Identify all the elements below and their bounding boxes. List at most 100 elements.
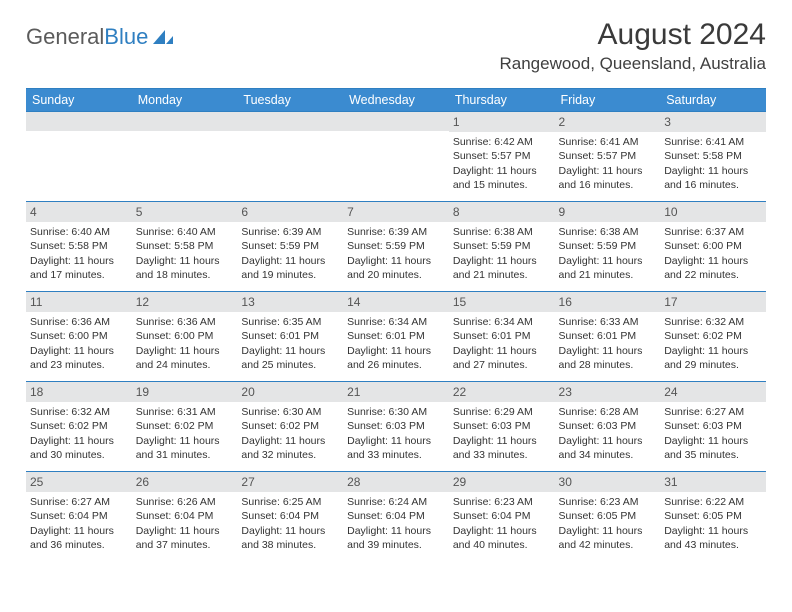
calendar-cell	[26, 112, 132, 202]
calendar-cell: 13Sunrise: 6:35 AMSunset: 6:01 PMDayligh…	[237, 292, 343, 382]
sunrise-text: Sunrise: 6:40 AM	[136, 225, 234, 239]
day-number: 2	[555, 112, 661, 132]
sunrise-text: Sunrise: 6:36 AM	[136, 315, 234, 329]
daylight-text: Daylight: 11 hours and 15 minutes.	[453, 164, 551, 192]
sunrise-text: Sunrise: 6:26 AM	[136, 495, 234, 509]
daylight-text: Daylight: 11 hours and 26 minutes.	[347, 344, 445, 372]
daylight-text: Daylight: 11 hours and 25 minutes.	[241, 344, 339, 372]
day-number: 28	[343, 472, 449, 492]
logo: GeneralBlue	[26, 18, 175, 50]
calendar-cell: 25Sunrise: 6:27 AMSunset: 6:04 PMDayligh…	[26, 472, 132, 562]
header: GeneralBlue August 2024 Rangewood, Queen…	[26, 18, 766, 74]
daylight-text: Daylight: 11 hours and 19 minutes.	[241, 254, 339, 282]
sunrise-text: Sunrise: 6:22 AM	[664, 495, 762, 509]
sunrise-text: Sunrise: 6:24 AM	[347, 495, 445, 509]
calendar-table: SundayMondayTuesdayWednesdayThursdayFrid…	[26, 88, 766, 562]
sunset-text: Sunset: 6:04 PM	[347, 509, 445, 523]
calendar-week: 4Sunrise: 6:40 AMSunset: 5:58 PMDaylight…	[26, 202, 766, 292]
sunset-text: Sunset: 5:58 PM	[30, 239, 128, 253]
location: Rangewood, Queensland, Australia	[499, 54, 766, 74]
day-number: 11	[26, 292, 132, 312]
calendar-cell	[132, 112, 238, 202]
day-header: Wednesday	[343, 89, 449, 112]
sunrise-text: Sunrise: 6:27 AM	[664, 405, 762, 419]
sunrise-text: Sunrise: 6:31 AM	[136, 405, 234, 419]
day-number: 14	[343, 292, 449, 312]
day-number: 5	[132, 202, 238, 222]
sunrise-text: Sunrise: 6:35 AM	[241, 315, 339, 329]
sunrise-text: Sunrise: 6:37 AM	[664, 225, 762, 239]
sunset-text: Sunset: 6:02 PM	[136, 419, 234, 433]
sunrise-text: Sunrise: 6:34 AM	[347, 315, 445, 329]
sunset-text: Sunset: 6:05 PM	[559, 509, 657, 523]
day-number: 18	[26, 382, 132, 402]
day-number: 26	[132, 472, 238, 492]
day-number: 12	[132, 292, 238, 312]
calendar-cell: 1Sunrise: 6:42 AMSunset: 5:57 PMDaylight…	[449, 112, 555, 202]
daylight-text: Daylight: 11 hours and 22 minutes.	[664, 254, 762, 282]
sunset-text: Sunset: 6:02 PM	[241, 419, 339, 433]
calendar-cell: 5Sunrise: 6:40 AMSunset: 5:58 PMDaylight…	[132, 202, 238, 292]
calendar-cell: 24Sunrise: 6:27 AMSunset: 6:03 PMDayligh…	[660, 382, 766, 472]
daylight-text: Daylight: 11 hours and 23 minutes.	[30, 344, 128, 372]
sunrise-text: Sunrise: 6:42 AM	[453, 135, 551, 149]
sunrise-text: Sunrise: 6:33 AM	[559, 315, 657, 329]
day-number: 8	[449, 202, 555, 222]
sunrise-text: Sunrise: 6:41 AM	[559, 135, 657, 149]
calendar-cell: 19Sunrise: 6:31 AMSunset: 6:02 PMDayligh…	[132, 382, 238, 472]
daylight-text: Daylight: 11 hours and 33 minutes.	[347, 434, 445, 462]
daylight-text: Daylight: 11 hours and 16 minutes.	[559, 164, 657, 192]
calendar-cell: 18Sunrise: 6:32 AMSunset: 6:02 PMDayligh…	[26, 382, 132, 472]
daylight-text: Daylight: 11 hours and 39 minutes.	[347, 524, 445, 552]
calendar-cell: 28 Sunrise: 6:24 AMSunset: 6:04 PMDayligh…	[343, 472, 449, 562]
empty-day	[132, 112, 238, 131]
calendar-cell: 9Sunrise: 6:38 AMSunset: 5:59 PMDaylight…	[555, 202, 661, 292]
day-number: 10	[660, 202, 766, 222]
calendar-cell: 22Sunrise: 6:29 AMSunset: 6:03 PMDayligh…	[449, 382, 555, 472]
sunrise-text: Sunrise: 6:39 AM	[347, 225, 445, 239]
sunrise-text: Sunrise: 6:38 AM	[453, 225, 551, 239]
daylight-text: Daylight: 11 hours and 30 minutes.	[30, 434, 128, 462]
sunrise-text: Sunrise: 6:23 AM	[453, 495, 551, 509]
sunrise-text: Sunrise: 6:41 AM	[664, 135, 762, 149]
calendar-week: 18Sunrise: 6:32 AMSunset: 6:02 PMDayligh…	[26, 382, 766, 472]
sunset-text: Sunset: 5:59 PM	[347, 239, 445, 253]
calendar-cell: 6Sunrise: 6:39 AMSunset: 5:59 PMDaylight…	[237, 202, 343, 292]
logo-text-gray: General	[26, 24, 104, 50]
day-header: Thursday	[449, 89, 555, 112]
daylight-text: Daylight: 11 hours and 43 minutes.	[664, 524, 762, 552]
daylight-text: Daylight: 11 hours and 31 minutes.	[136, 434, 234, 462]
daylight-text: Daylight: 11 hours and 40 minutes.	[453, 524, 551, 552]
calendar-cell: 17Sunrise: 6:32 AMSunset: 6:02 PMDayligh…	[660, 292, 766, 382]
day-number: 9	[555, 202, 661, 222]
sunset-text: Sunset: 6:00 PM	[664, 239, 762, 253]
sunset-text: Sunset: 6:04 PM	[453, 509, 551, 523]
day-number: 22	[449, 382, 555, 402]
calendar-cell: 29Sunrise: 6:23 AMSunset: 6:04 PMDayligh…	[449, 472, 555, 562]
daylight-text: Daylight: 11 hours and 38 minutes.	[241, 524, 339, 552]
calendar-body: 1Sunrise: 6:42 AMSunset: 5:57 PMDaylight…	[26, 112, 766, 562]
logo-text-blue: Blue	[104, 24, 148, 50]
sunset-text: Sunset: 6:00 PM	[136, 329, 234, 343]
day-number: 17	[660, 292, 766, 312]
calendar-cell: 30Sunrise: 6:23 AMSunset: 6:05 PMDayligh…	[555, 472, 661, 562]
day-number: 6	[237, 202, 343, 222]
daylight-text: Daylight: 11 hours and 42 minutes.	[559, 524, 657, 552]
sunrise-text: Sunrise: 6:30 AM	[347, 405, 445, 419]
calendar-week: 11 Sunrise: 6:36 AMSunset: 6:00 PM Dayligh…	[26, 292, 766, 382]
calendar-week: 25Sunrise: 6:27 AMSunset: 6:04 PMDayligh…	[26, 472, 766, 562]
daylight-text: Daylight: 11 hours and 28 minutes.	[559, 344, 657, 372]
calendar-cell	[237, 112, 343, 202]
daylight-text: Daylight: 11 hours and 21 minutes.	[453, 254, 551, 282]
day-header: Tuesday	[237, 89, 343, 112]
daylight-text: Daylight: 11 hours and 27 minutes.	[453, 344, 551, 372]
day-header: Sunday	[26, 89, 132, 112]
sunrise-text: Sunrise: 6:39 AM	[241, 225, 339, 239]
daylight-text: Daylight: 11 hours and 33 minutes.	[453, 434, 551, 462]
day-header: Friday	[555, 89, 661, 112]
sunset-text: Sunset: 5:57 PM	[559, 149, 657, 163]
sunrise-text: Sunrise: 6:30 AM	[241, 405, 339, 419]
calendar-cell: 21Sunrise: 6:30 AMSunset: 6:03 PMDayligh…	[343, 382, 449, 472]
calendar-cell: 11Sunrise: 6:36 AMSunset: 6:00 PMDayligh…	[26, 292, 132, 382]
calendar-cell: 31Sunrise: 6:22 AMSunset: 6:05 PMDayligh…	[660, 472, 766, 562]
